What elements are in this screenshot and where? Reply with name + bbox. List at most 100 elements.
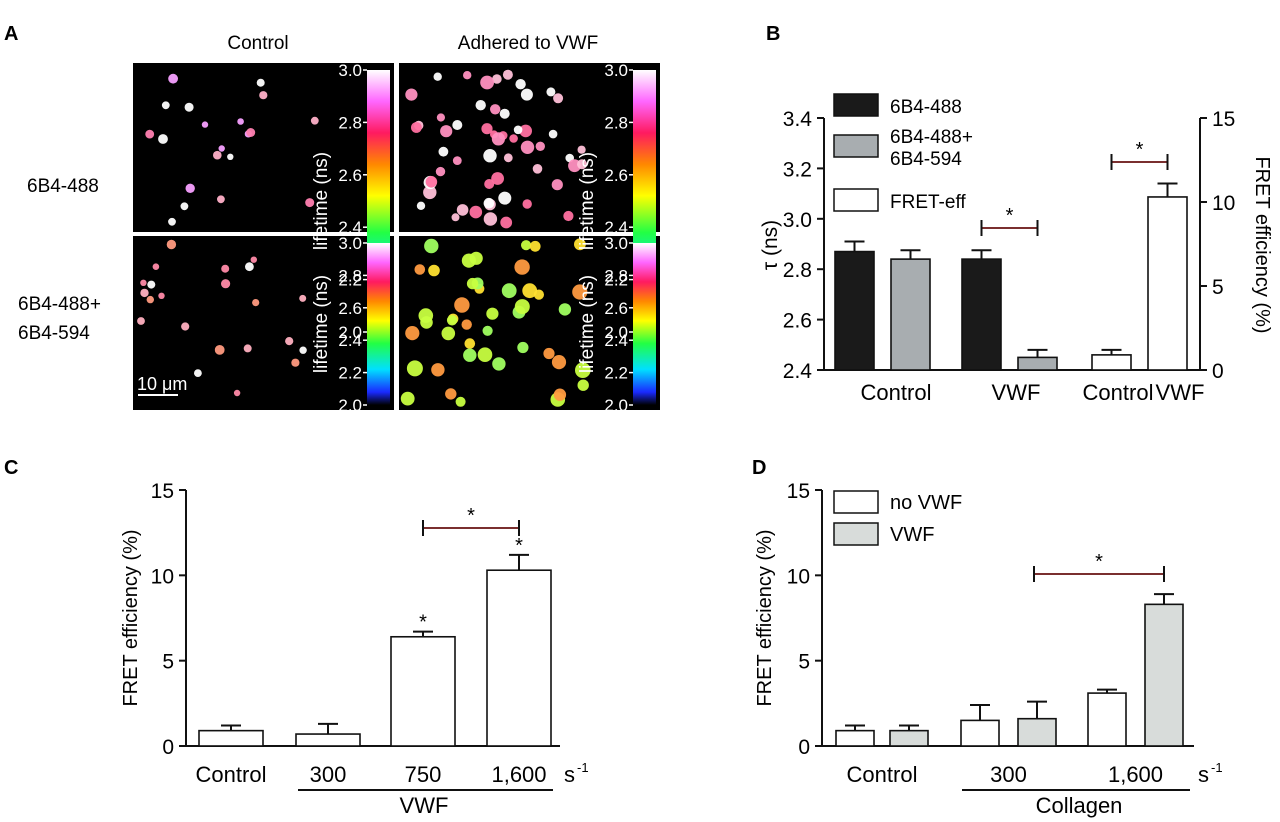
platelet-cell	[445, 388, 457, 400]
platelet-cell	[146, 295, 154, 304]
b-yaxis-right-tick-label: 15	[1212, 108, 1235, 131]
b-legend-swatch	[833, 93, 879, 117]
platelet-cell	[217, 195, 225, 204]
colorbar-tick-label: 2.8	[338, 113, 362, 132]
platelet-cell	[491, 172, 504, 185]
platelet-cell	[299, 294, 307, 302]
b-bar-0	[834, 250, 875, 371]
panel-a-microscopy: Control Adhered to VWF 6B4-488 6B4-488+ …	[18, 33, 660, 415]
colorbar-tick-label: 2.6	[604, 166, 628, 185]
b-yaxis-right-tick-label: 10	[1212, 192, 1235, 215]
platelet-cell	[532, 164, 543, 174]
platelet-cell	[452, 156, 462, 166]
c-group-label: VWF	[400, 793, 449, 818]
platelet-cell	[246, 128, 256, 137]
row-label-6b4-488-594-line2: 6B4-594	[18, 323, 90, 344]
col-title-vwf: Adhered to VWF	[458, 33, 598, 54]
platelet-cell	[517, 341, 529, 354]
colorbar-tick-label: 2.0	[604, 323, 628, 342]
colorbar-tick-label: 3.0	[338, 61, 362, 80]
platelet-cell	[405, 88, 418, 101]
platelet-cell	[201, 121, 209, 128]
col-title-control: Control	[227, 33, 288, 54]
platelet-cell	[483, 212, 498, 226]
platelet-cell	[291, 358, 300, 367]
b-yaxis-left-tick-label: 3.4	[783, 108, 813, 131]
image-control-488	[133, 63, 394, 232]
platelet-cell	[245, 262, 254, 272]
c-yaxis-tick-label: 10	[151, 565, 174, 588]
colorbar-label: lifetime (ns)	[311, 152, 332, 250]
platelet-cell	[515, 79, 526, 90]
platelet-cell	[414, 264, 426, 275]
d-yaxis-tick-label: 0	[798, 736, 810, 759]
b-group-label: Control	[861, 380, 932, 405]
platelet-cell	[221, 264, 230, 273]
panel-b-chart: 2.4 2.6 2.8 3.0 3.2 3.4 0 5 10 15 τ (ns) FRET effic…	[759, 93, 1273, 405]
platelet-cell	[477, 347, 493, 363]
d-bar-2-0	[1087, 692, 1127, 747]
c-ylabel: FRET efficiency (%)	[120, 529, 142, 706]
d-unit: s	[1198, 762, 1209, 787]
c-category-label: 300	[310, 762, 347, 787]
colorbar-tick-label: 2.0	[338, 323, 362, 342]
colorbar-tick-label: 3.0	[338, 234, 362, 253]
platelet-cell	[451, 213, 460, 222]
b-yaxis-right-tick-label: 0	[1212, 360, 1224, 383]
colorbar-tick-label: 2.4	[604, 331, 628, 350]
platelet-cell	[553, 388, 567, 401]
b-bar-2	[961, 258, 1002, 371]
d-yaxis-tick-label: 5	[798, 651, 810, 674]
image-control-488-594	[133, 236, 394, 410]
platelet-cell	[213, 150, 222, 160]
c-category-label: 750	[405, 762, 442, 787]
platelet-cell	[168, 217, 176, 226]
platelet-cell	[405, 326, 420, 341]
platelet-cell	[519, 124, 532, 138]
platelet-cell	[152, 263, 160, 271]
platelet-cell	[463, 348, 477, 362]
platelet-cell	[483, 149, 497, 163]
b-ylabel-left: τ (ns)	[759, 220, 782, 270]
platelet-cell	[233, 389, 241, 397]
d-bar-2-1	[1144, 603, 1184, 747]
platelet-cell	[158, 292, 165, 299]
c-bar-1	[295, 733, 361, 747]
platelet-cell	[548, 129, 558, 139]
colorbar-tick-label: 2.8	[604, 266, 628, 285]
c-unit: s	[564, 762, 575, 787]
d-unit-sup: -1	[1211, 760, 1223, 775]
d-bar-1-0	[960, 719, 1000, 747]
platelet-cell	[299, 346, 307, 354]
platelet-cell	[147, 280, 156, 289]
platelet-cell	[243, 344, 252, 353]
platelet-cell	[433, 72, 442, 81]
platelet-cell	[161, 101, 170, 110]
colorbar-tick-label: 2.2	[604, 271, 628, 290]
b-yaxis-left-tick-label: 2.4	[783, 360, 813, 383]
b-bar-1	[890, 258, 931, 371]
platelet-cell	[484, 179, 495, 189]
platelet-cell	[423, 185, 437, 200]
platelet-cell	[469, 205, 483, 219]
colorbar-tick-label: 2.2	[338, 271, 362, 290]
platelet-cell	[250, 256, 257, 263]
platelet-cell	[551, 179, 563, 191]
platelet-cell	[221, 279, 231, 289]
d-yaxis-tick-label: 15	[787, 480, 810, 503]
colorbar-label: lifetime (ns)	[577, 152, 598, 250]
platelet-cell	[572, 284, 588, 300]
platelet-cell	[259, 91, 268, 100]
platelet-cell	[418, 308, 434, 323]
d-bar-0-0	[835, 729, 875, 747]
d-legend-swatch	[833, 522, 879, 546]
b-yaxis-left-tick-label: 2.8	[783, 259, 812, 282]
b-legend-label: 6B4-488	[890, 97, 962, 118]
platelet-cell	[416, 201, 426, 210]
c-bar-2	[390, 635, 456, 747]
platelet-cell	[456, 204, 469, 216]
platelet-cell	[514, 299, 530, 315]
platelet-cell	[553, 93, 564, 104]
platelet-cell	[574, 238, 586, 251]
colorbar-2	[367, 243, 390, 405]
